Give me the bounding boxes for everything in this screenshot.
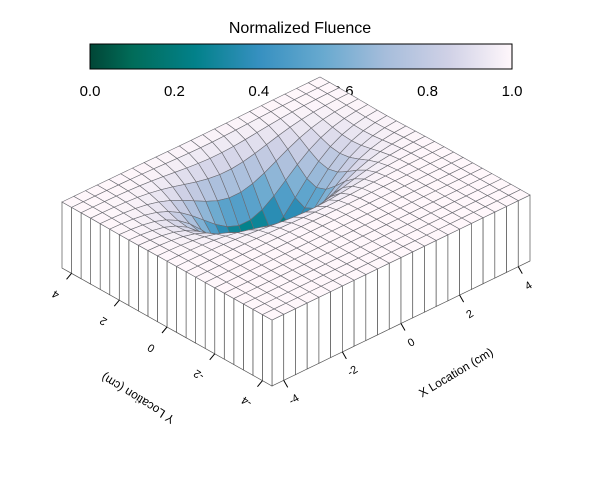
side-wall-panel: [204, 281, 216, 355]
x-tick-label: 4: [523, 279, 534, 292]
side-wall-panel: [128, 239, 139, 312]
side-wall-panel: [517, 194, 531, 268]
side-wall-panel: [306, 296, 320, 370]
side-wall-panel: [252, 308, 263, 382]
side-wall-panel: [71, 206, 82, 280]
side-wall-panel: [157, 255, 168, 328]
side-wall-panel: [90, 217, 101, 291]
side-wall-panel: [118, 233, 130, 307]
x-tick: [517, 266, 523, 274]
y-tick-label: 0: [146, 341, 158, 354]
side-wall-panel: [494, 205, 507, 279]
y-tick: [113, 299, 120, 307]
side-wall-panel: [435, 234, 449, 308]
side-wall-panel: [447, 228, 460, 302]
x-tick: [283, 380, 289, 388]
side-wall-panel: [506, 200, 519, 273]
x-tick-label: 0: [406, 336, 417, 349]
side-wall-panel: [214, 287, 225, 360]
side-wall-panel: [147, 249, 158, 323]
colorbar-tick-label: 0.2: [164, 83, 185, 100]
colorbar-tick-label: 1.0: [502, 83, 523, 100]
side-wall-panel: [233, 297, 244, 371]
y-tick: [209, 353, 216, 361]
surface-side-walls: [61, 194, 531, 387]
side-wall-panel: [342, 279, 355, 353]
y-tick-label: 4: [50, 287, 62, 300]
side-wall-panel: [138, 244, 149, 317]
side-wall-panel: [412, 245, 425, 319]
y-tick-label: 2: [98, 314, 110, 327]
side-wall-panel: [283, 308, 296, 381]
side-wall-panel: [459, 222, 472, 296]
y-tick: [161, 326, 168, 334]
colorbar: [89, 43, 513, 70]
side-wall-panel: [295, 302, 308, 376]
side-wall-panel: [243, 303, 254, 376]
side-wall-panel: [262, 314, 273, 387]
colorbar-tick-label: 0.8: [417, 83, 438, 100]
side-wall-panel: [185, 271, 196, 344]
y-axis-label: Y Location (cm): [99, 370, 177, 426]
x-tick: [341, 351, 347, 360]
side-wall-panel: [400, 251, 414, 325]
side-wall-panel: [365, 268, 378, 342]
side-wall-panel: [271, 313, 285, 387]
y-tick: [66, 273, 72, 280]
colorbar-tick-label: 0.0: [80, 83, 101, 100]
y-tick: [257, 380, 263, 387]
x-axis-label: X Location (cm): [416, 345, 495, 400]
side-wall-panel: [388, 256, 402, 330]
side-wall-panel: [330, 285, 343, 359]
side-wall-panel: [318, 291, 331, 364]
side-wall-panel: [353, 273, 367, 347]
side-wall-panel: [176, 265, 187, 339]
y-tick-label: -4: [240, 394, 255, 409]
side-wall-panel: [166, 260, 177, 333]
side-wall-panel: [109, 228, 120, 301]
y-tick-label: -2: [192, 367, 207, 382]
side-wall-panel: [61, 201, 72, 274]
side-wall-panel: [424, 239, 437, 313]
x-tick-label: 2: [464, 308, 475, 321]
surface-cell: [261, 308, 285, 321]
side-wall-panel: [99, 223, 111, 296]
fluence-surface: [61, 76, 531, 321]
side-wall-panel: [195, 276, 206, 350]
side-wall-panel: [377, 262, 390, 336]
side-wall-panel: [80, 212, 91, 285]
side-wall-panel: [471, 217, 484, 290]
x-tick: [400, 323, 406, 331]
x-tick: [459, 294, 465, 303]
x-tick-label: -4: [287, 392, 302, 407]
chart-title: Normalized Fluence: [229, 20, 371, 37]
colorbar-tick-label: 0.4: [248, 83, 269, 100]
x-tick-label: -2: [346, 364, 361, 379]
side-wall-panel: [482, 211, 496, 285]
side-wall-panel: [223, 292, 235, 366]
